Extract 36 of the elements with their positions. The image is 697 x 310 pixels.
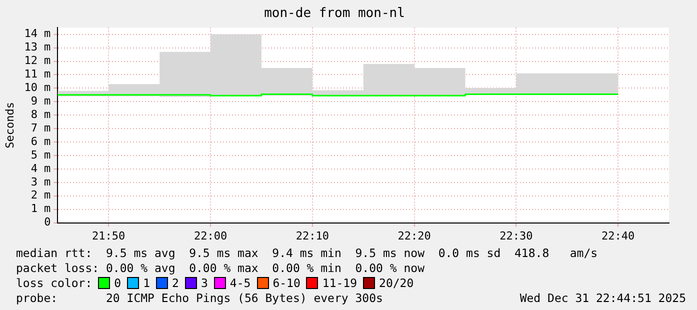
x-tick-label: 22:40 (602, 229, 635, 242)
text: median rtt: 9.5 ms avg 9.5 ms max 9.4 ms min 9.5 ms now 0.0 ms sd 418.8 am/s (16, 246, 599, 261)
text: 0 (114, 276, 122, 290)
x-tick-label: 22:30 (500, 229, 533, 242)
text: 20/20 (379, 276, 414, 290)
text: 3 (200, 276, 208, 290)
x-tick-label: 22:10 (296, 229, 329, 242)
y-tick-label: 4 m (30, 162, 52, 175)
y-tick-label: 12 m (24, 54, 52, 68)
x-tick-label: 22:20 (398, 229, 431, 242)
chart-title: mon-de from mon-nl (264, 6, 405, 22)
y-tick-label: 11 m (24, 68, 52, 81)
y-tick-label: 2 m (30, 188, 52, 202)
text: 11-19 (322, 276, 358, 290)
y-tick-label: 9 m (30, 94, 52, 108)
y-tick-label: 1 m (30, 202, 52, 216)
y-tick-label: 6 m (30, 134, 52, 148)
y-tick-label: 10 m (24, 81, 52, 94)
y-tick-label: 0 (44, 216, 51, 229)
text: 2 (172, 276, 179, 290)
text: probe: 20 ICMP Echo Pings (56 Bytes) every 300s (16, 291, 383, 305)
text: Wed Dec 31 22:44:51 2025 (520, 291, 686, 306)
y-tick-label: 8 m (30, 108, 52, 121)
x-tick-label: 21:50 (92, 229, 126, 242)
text: packet loss: 0.00 % avg 0.00 % max 0.00 % min 0.00 % now (16, 261, 426, 276)
y-axis-title: Seconds (3, 102, 16, 148)
x-tick-label: 22:00 (194, 229, 228, 242)
text: 4-5 (230, 276, 251, 290)
y-tick-label: 3 m (30, 175, 52, 188)
text: 1 (143, 276, 150, 290)
y-tick-label: 5 m (30, 148, 52, 162)
y-tick-label: 14 m (24, 27, 52, 40)
text: 6-10 (272, 276, 300, 290)
y-tick-label: 13 m (24, 40, 52, 54)
text: loss color: (16, 276, 92, 290)
y-tick-label: 7 m (30, 121, 52, 134)
